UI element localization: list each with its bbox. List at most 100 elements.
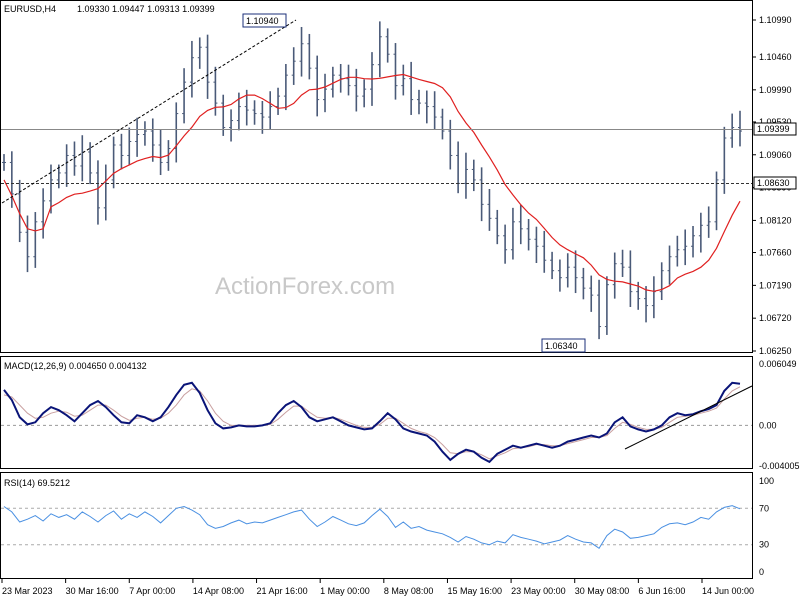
- price-bar: [174, 102, 179, 163]
- svg-text:1.06340: 1.06340: [545, 341, 578, 351]
- price-bar: [738, 110, 742, 147]
- price-bar: [487, 188, 492, 231]
- rsi-line: [3, 505, 741, 550]
- price-bar: [557, 259, 562, 292]
- price-bar: [495, 209, 500, 245]
- price-bar: [667, 245, 672, 285]
- price-bar: [706, 206, 711, 238]
- price-bar: [620, 249, 625, 277]
- price-bar: [401, 64, 406, 96]
- price-bar: [119, 133, 124, 170]
- price-bar: [651, 276, 656, 319]
- price-bar: [299, 26, 304, 77]
- price-bar: [88, 142, 93, 185]
- price-bar: [534, 226, 539, 264]
- rsi-tick-label: 70: [759, 503, 769, 513]
- price-tick-label: 1.07190: [759, 280, 792, 290]
- swing-low-label: 1.06340: [541, 338, 586, 353]
- price-bar: [424, 90, 429, 124]
- price-bar: [698, 212, 703, 253]
- price-bar: [17, 179, 22, 243]
- price-bar: [64, 144, 69, 187]
- price-tick-label: 1.09530: [759, 117, 792, 127]
- price-bar: [730, 113, 735, 148]
- time-tick-label: 6 Jun 16:00: [638, 586, 685, 596]
- price-bar: [9, 151, 14, 208]
- price-bar: [612, 252, 617, 299]
- price-bar: [142, 121, 147, 146]
- price-bar: [589, 275, 594, 312]
- price-bar: [72, 141, 77, 176]
- price-bar: [205, 34, 210, 99]
- price-panel-frame: [0, 0, 753, 353]
- support-level-tag: 1.08630: [753, 176, 797, 190]
- price-bar: [354, 68, 359, 112]
- grid-lines: [1, 424, 752, 546]
- svg-text:1.10940: 1.10940: [246, 16, 279, 26]
- price-bar: [479, 167, 484, 222]
- time-tick-label: 30 May 08:00: [575, 586, 630, 596]
- current-price-tag: 1.09399: [753, 122, 797, 136]
- time-tick-label: 21 Apr 16:00: [257, 586, 308, 596]
- time-tick-label: 14 Jun 00:00: [702, 586, 754, 596]
- price-bar: [158, 129, 163, 176]
- price-bar: [41, 188, 46, 239]
- time-tick-label: 23 Mar 2023: [2, 586, 53, 596]
- macd-tick-label: -0.004005: [759, 461, 800, 471]
- price-bar: [252, 100, 257, 125]
- time-tick-label: 14 Apr 08:00: [193, 586, 244, 596]
- price-bar: [268, 91, 273, 130]
- time-axis: 23 Mar 2023 30 Mar 16:00 7 Apr 00:00 14 Apr…: [1, 579, 754, 596]
- price-bar: [330, 66, 335, 98]
- time-tick-label: 8 May 08:00: [384, 586, 434, 596]
- rsi-series: [3, 505, 741, 550]
- price-bar: [432, 91, 437, 130]
- time-tick-label: 1 May 00:00: [320, 586, 370, 596]
- price-bar: [323, 73, 328, 113]
- rsi-tick-label: 30: [759, 540, 769, 550]
- price-bar: [416, 89, 421, 115]
- macd-panel-frame: [0, 356, 753, 469]
- price-bar: [135, 117, 140, 157]
- time-tick-label: 15 May 16:00: [447, 586, 502, 596]
- price-bar: [691, 226, 696, 258]
- price-bar: [714, 171, 719, 231]
- price-bar: [565, 253, 570, 288]
- macd-axis: 0.006049 0.00 -0.004005: [759, 359, 800, 471]
- price-bar: [448, 119, 453, 170]
- price-bar: [550, 251, 555, 280]
- price-bar: [80, 135, 85, 182]
- ma-line: [3, 73, 741, 292]
- price-bar: [597, 279, 602, 340]
- price-bar: [283, 63, 288, 111]
- price-bar: [315, 55, 320, 117]
- price-bar: [338, 63, 343, 93]
- price-bar: [2, 154, 6, 171]
- price-bar: [503, 224, 508, 264]
- rising-trendline: [1, 19, 297, 204]
- price-bar: [644, 286, 649, 323]
- price-bar: [510, 207, 515, 260]
- price-bar: [456, 141, 461, 194]
- chart-symbol: EURUSD,H4: [4, 4, 56, 14]
- rsi-tick-label: 100: [759, 476, 774, 486]
- price-bar: [197, 37, 202, 69]
- macd-tick-label: 0.00: [759, 420, 777, 430]
- price-bar: [675, 235, 680, 267]
- price-bar: [346, 64, 351, 96]
- price-bar: [307, 33, 312, 80]
- swing-high-label: 1.10940: [242, 13, 287, 28]
- macd-trendline: [624, 385, 753, 450]
- svg-text:1.08630: 1.08630: [757, 178, 790, 188]
- price-bar: [150, 118, 155, 162]
- macd-series: [3, 381, 741, 464]
- price-bar: [518, 205, 523, 245]
- price-bar: [276, 87, 281, 115]
- chart-ohlc: 1.09330 1.09447 1.09313 1.09399: [77, 4, 215, 14]
- price-bar: [526, 219, 531, 251]
- time-tick-label: 23 May 00:00: [511, 586, 566, 596]
- price-bar: [362, 79, 367, 108]
- price-bar: [33, 212, 38, 268]
